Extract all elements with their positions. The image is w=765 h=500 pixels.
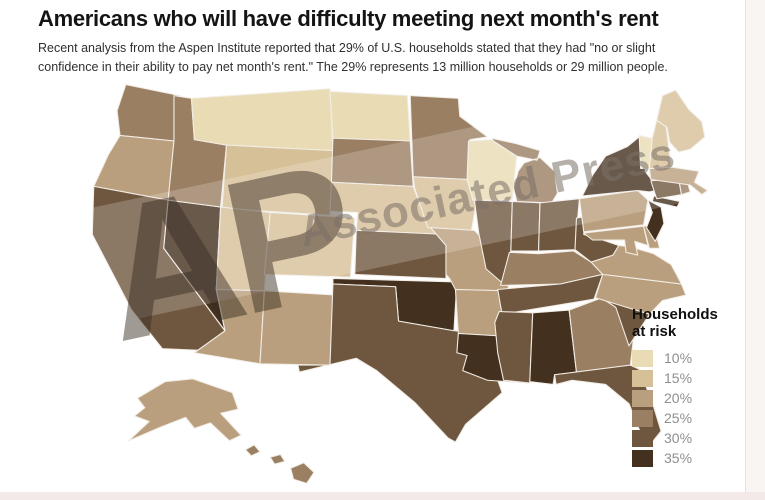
state-ut: Utah — 15% xyxy=(216,207,270,291)
state-pa: Pennsylvania — 20% xyxy=(579,191,648,232)
article-header: Americans who will have difficulty meeti… xyxy=(38,6,738,77)
legend-label: 20% xyxy=(664,390,693,406)
state-az: Arizona — 20% xyxy=(194,290,264,364)
state-co: Colorado — 15% xyxy=(264,213,354,278)
state-nh: New Hampshire — 15% xyxy=(649,120,671,168)
map-legend: Households at risk 10% 15% 20% 25% 30% 35% xyxy=(632,306,752,470)
state-oh: Ohio — 30% xyxy=(539,199,580,251)
legend-item-30: 30% xyxy=(632,429,752,447)
state-me: Maine — 15% xyxy=(657,90,705,152)
state-in: Indiana — 30% xyxy=(511,202,540,252)
state-sd: South Dakota — 25% xyxy=(331,138,413,186)
legend-rows: 10% 15% 20% 25% 30% 35% xyxy=(632,349,752,467)
state-wy: Wyoming — 15% xyxy=(222,145,333,215)
legend-item-25: 25% xyxy=(632,409,752,427)
legend-swatch xyxy=(632,449,653,467)
legend-label: 15% xyxy=(664,370,693,386)
us-map-svg: Washington — 25%Oregon — 20%California —… xyxy=(50,75,750,500)
state-ak: Alaska — 20% xyxy=(129,379,241,441)
state-tx: Texas — 30% xyxy=(298,284,502,442)
right-margin-rail xyxy=(745,0,765,500)
legend-label: 10% xyxy=(664,350,693,366)
legend-label: 25% xyxy=(664,410,693,426)
bottom-strip xyxy=(0,492,765,500)
legend-label: 30% xyxy=(664,430,693,446)
legend-label: 35% xyxy=(664,450,693,466)
legend-item-35: 35% xyxy=(632,449,752,467)
legend-item-20: 20% xyxy=(632,389,752,407)
legend-title: Households at risk xyxy=(632,306,752,341)
legend-swatch xyxy=(632,369,653,387)
legend-item-10: 10% xyxy=(632,349,752,367)
state-nm: New Mexico — 20% xyxy=(260,291,334,365)
page-subtitle: Recent analysis from the Aspen Institute… xyxy=(38,39,738,77)
subtitle-line-1: Recent analysis from the Aspen Institute… xyxy=(38,41,656,56)
state-nj: New Jersey — 35% xyxy=(646,200,664,241)
state-wa: Washington — 25% xyxy=(117,85,180,141)
legend-swatch xyxy=(632,349,653,367)
subtitle-line-2: confidence in their ability to pay net m… xyxy=(38,60,668,75)
page-title: Americans who will have difficulty meeti… xyxy=(38,6,659,31)
legend-item-15: 15% xyxy=(632,369,752,387)
legend-title-line-1: Households xyxy=(632,306,718,323)
legend-swatch xyxy=(632,429,653,447)
state-nd: North Dakota — 10% xyxy=(330,92,410,142)
state-mt: Montana — 10% xyxy=(191,89,332,151)
state-hi: Hawaii — 25% xyxy=(245,445,314,484)
legend-title-line-2: at risk xyxy=(632,323,677,341)
legend-swatch xyxy=(632,389,653,407)
state-ma: Massachusetts — 20% xyxy=(649,167,707,195)
legend-swatch xyxy=(632,409,653,427)
state-ks: Kansas — 30% xyxy=(355,230,448,278)
state-wi: Wisconsin — 10% xyxy=(467,140,517,201)
